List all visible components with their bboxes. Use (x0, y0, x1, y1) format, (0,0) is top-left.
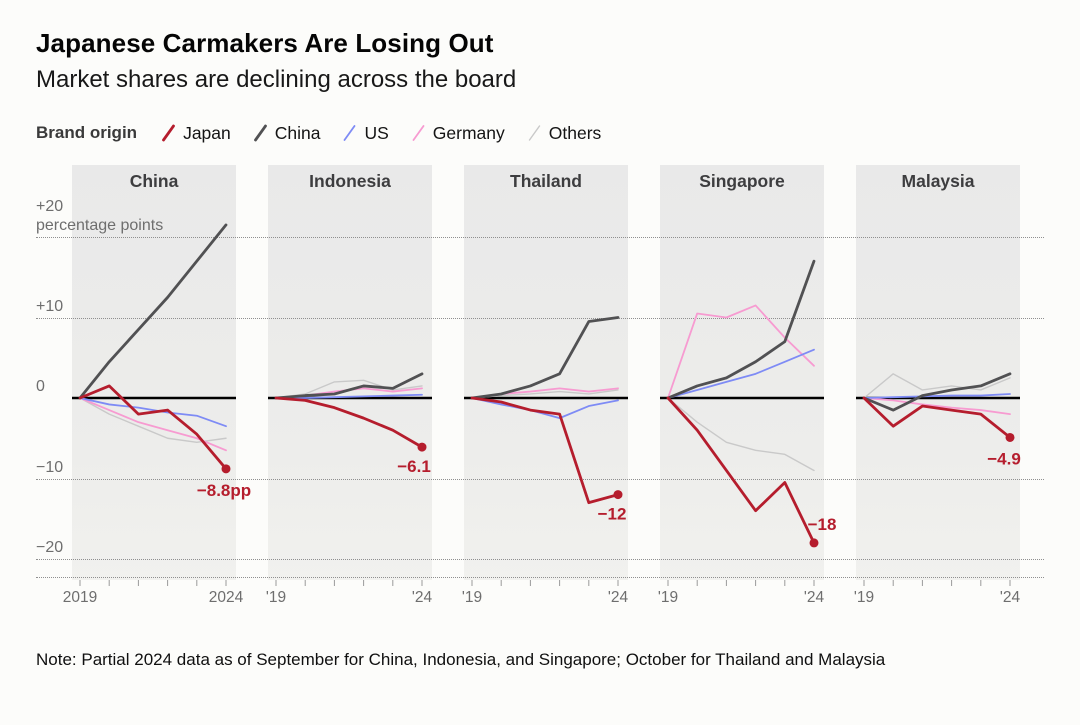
legend-item-label: US (364, 122, 389, 143)
series-line-us (471, 397, 619, 420)
legend-item-germany: Germany (411, 123, 505, 144)
panel-plot: −8.8pp (72, 223, 251, 586)
x-tick-label-end: '24 (803, 589, 825, 606)
x-axis-ticks (667, 580, 815, 586)
y-axis-label: 0 (36, 378, 45, 395)
x-tick-label-start: '19 (853, 589, 875, 606)
panel-title: Malaysia (901, 171, 975, 191)
panel-thailand: Thailand −12 '19 '24 (462, 165, 628, 606)
series-line-germany (667, 304, 815, 399)
gridline (36, 317, 1044, 319)
japan-end-dot (221, 464, 231, 474)
series-line-japan (470, 396, 620, 505)
panel-title: Indonesia (309, 171, 391, 191)
japan-end-label: −12 (598, 505, 627, 524)
series-line-china (470, 316, 620, 400)
series-line-japan (274, 396, 424, 449)
series-line-others (667, 397, 815, 472)
series-line-others (79, 397, 227, 443)
series-line-us (667, 348, 815, 399)
x-tick-label-end: 2024 (208, 589, 244, 606)
x-axis-ticks (275, 580, 423, 586)
x-tick-label-start: 2019 (62, 589, 98, 606)
panel-malaysia: Malaysia −4.9 '19 '24 (854, 165, 1021, 606)
panel-bg-thailand (464, 165, 628, 580)
footnote: Note: Partial 2024 data as of September … (36, 650, 886, 669)
x-axis-ticks (79, 580, 227, 586)
legend-slash-icon (412, 125, 425, 141)
panel-plot: −12 (464, 316, 628, 586)
y-axis-label: +10 (36, 297, 64, 315)
x-tick-label-start: '19 (265, 589, 287, 606)
series-line-us (275, 393, 423, 399)
legend-item-us: US (342, 122, 389, 144)
gridline (36, 237, 1044, 238)
x-axis-ticks (863, 580, 1011, 586)
legend-slash-icon (253, 124, 267, 142)
panel-plot: −6.1 (268, 372, 432, 586)
japan-end-dot (809, 538, 819, 548)
panel-title: Singapore (699, 171, 785, 191)
y-axis-label: +20 percentage points (36, 198, 164, 235)
panel-plot: −4.9 (856, 372, 1021, 586)
legend-item-others: Others (527, 122, 602, 144)
legend-slash-icon (528, 125, 540, 141)
y-axis-label: −10 (36, 458, 64, 476)
legend-item-label: Others (548, 122, 602, 143)
series-line-china (666, 259, 816, 400)
japan-end-dot (417, 442, 427, 452)
x-axis-ticks (471, 580, 619, 586)
panel-bg-malaysia (856, 165, 1020, 580)
japan-end-dot (1005, 432, 1015, 442)
legend-item-label: Japan (183, 122, 231, 143)
legend-slash-icon (162, 124, 175, 142)
legend: Brand origin Japan China US Germany Others (36, 120, 601, 146)
panel-bg-indonesia (268, 165, 432, 580)
series-line-japan (78, 384, 228, 471)
legend-slash-icon (344, 125, 356, 141)
panel-singapore: Singapore −18 '19 '24 (658, 165, 837, 606)
legend-items: Japan China US Germany Others (161, 123, 601, 144)
series-line-us (863, 393, 1011, 399)
x-tick-label-start: '19 (657, 589, 679, 606)
japan-end-label: −4.9 (987, 449, 1021, 468)
japan-end-label: −8.8pp (197, 481, 251, 500)
panel-indonesia: Indonesia −6.1 '19 '24 (266, 165, 432, 606)
legend-item-label: Germany (432, 122, 505, 143)
japan-end-dot (613, 490, 623, 500)
series-line-japan (862, 396, 1012, 439)
x-tick-label-end: '24 (999, 589, 1021, 606)
page-subtitle: Market shares are declining across the b… (36, 66, 517, 93)
x-tick-label-end: '24 (411, 589, 433, 606)
series-line-us (79, 397, 227, 428)
panel-title: Thailand (510, 171, 582, 191)
legend-item-label: China (274, 122, 321, 143)
series-line-japan (666, 396, 816, 545)
panel-bg-singapore (660, 165, 824, 580)
x-tick-label-start: '19 (461, 589, 483, 606)
y-axis-label: −20 (36, 539, 64, 556)
legend-item-china: China (253, 122, 321, 144)
y-axis-unit-label: percentage points (36, 217, 164, 235)
page-title: Japanese Carmakers Are Losing Out (36, 28, 494, 58)
gridline (36, 559, 1044, 560)
x-tick-label-end: '24 (607, 589, 629, 606)
japan-end-label: −18 (808, 515, 837, 534)
gridline-bottom (36, 577, 1044, 578)
panel-china: China −8.8pp 2019 2024 (63, 165, 251, 606)
gridline (36, 478, 1044, 480)
japan-end-label: −6.1 (397, 457, 431, 476)
series-line-china (78, 223, 228, 400)
series-line-others (863, 373, 1011, 399)
series-line-germany (863, 397, 1011, 416)
panel-plot: −18 (660, 259, 836, 586)
legend-title: Brand origin (36, 123, 138, 142)
chart-area: +20 percentage points +10 0 −10 −20 China −8.8p… (0, 165, 1080, 635)
legend-item-japan: Japan (161, 123, 231, 144)
series-line-china (862, 372, 1012, 412)
panel-title: China (129, 171, 179, 191)
series-line-china (274, 372, 424, 400)
